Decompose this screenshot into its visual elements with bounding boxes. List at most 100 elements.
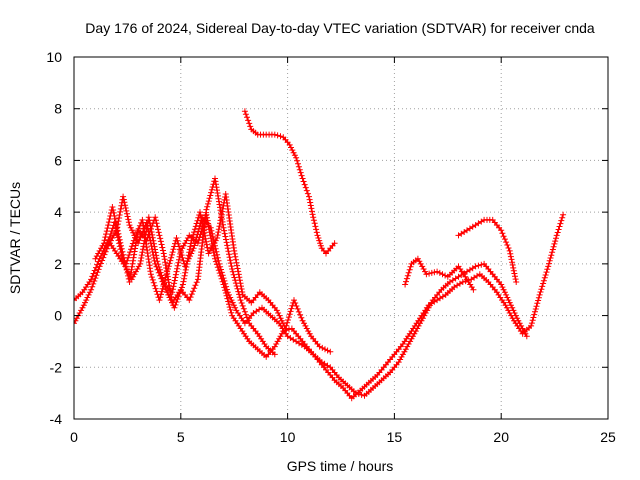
series-4-point-170 <box>231 247 238 254</box>
series-1-point-340 <box>553 232 560 239</box>
series-1-point-158 <box>225 298 232 305</box>
series-4-point-127 <box>203 241 210 248</box>
y-tick-label-4: 4 <box>54 204 62 220</box>
series-5-point-63 <box>331 240 338 247</box>
series-7-point-25 <box>507 253 514 260</box>
series-2-point-298 <box>515 317 522 324</box>
series-7-point-32 <box>512 273 518 280</box>
series-1-point-39 <box>116 212 123 218</box>
series-3-point-83 <box>160 247 166 254</box>
series-1-point-159 <box>226 301 232 308</box>
series-2-point-150 <box>223 283 230 290</box>
series-3-point-184 <box>230 271 237 278</box>
series-2-point-299 <box>516 320 523 327</box>
series-1-point-9 <box>83 297 90 304</box>
series-4-point-62 <box>152 246 158 253</box>
series-4-point-79 <box>166 294 173 301</box>
series-2-point-293 <box>509 304 516 311</box>
series-4-point-205 <box>278 317 285 324</box>
series-4-point-128 <box>204 244 211 251</box>
series-1-point-339 <box>553 235 559 242</box>
series-3-point-112 <box>188 291 195 298</box>
series-2-point-294 <box>510 307 517 314</box>
series-5-point-0 <box>241 108 248 115</box>
series-4-point-77 <box>164 289 171 296</box>
series-6-point-19 <box>431 269 438 276</box>
series-1-point-293 <box>502 302 509 309</box>
series-2-point-292 <box>508 302 514 309</box>
series-4-point-27 <box>126 271 133 278</box>
series-4-point-203 <box>276 312 283 319</box>
series-4-point-59 <box>150 237 157 244</box>
series-3-point-170 <box>221 230 228 237</box>
series-4-point-237 <box>322 346 328 353</box>
series-2-point-157 <box>230 302 237 309</box>
series-3-point-195 <box>239 302 246 309</box>
series-1-point-189 <box>277 333 284 340</box>
series-3-point-13 <box>105 219 112 226</box>
chart-title: Day 176 of 2024, Sidereal Day-to-day VTE… <box>85 20 595 36</box>
x-tick-label-4: 20 <box>493 429 509 445</box>
series-4-point-235 <box>316 343 323 350</box>
series-3-point-197 <box>241 308 248 315</box>
series-7-point-27 <box>509 259 516 266</box>
series-2-point-122 <box>196 225 203 232</box>
series-5-point-52 <box>314 232 321 239</box>
series-2-point-130 <box>207 224 214 231</box>
series-5-point-41 <box>307 199 314 206</box>
series-5-point-37 <box>303 187 310 194</box>
series-2-point-249 <box>419 315 426 322</box>
series-5-point-4 <box>246 120 253 127</box>
series-4-point-98 <box>183 261 190 267</box>
series-1-point-319 <box>536 291 543 298</box>
series-3-point-110 <box>186 297 193 304</box>
series-4-point-94 <box>181 272 188 279</box>
series-1-point-47 <box>121 199 128 206</box>
series-4-point-35 <box>137 260 144 267</box>
series-2-point-102 <box>176 246 183 253</box>
series-3-point-79 <box>157 235 164 242</box>
series-1-point-324 <box>540 277 547 284</box>
series-7-point-29 <box>510 264 517 271</box>
series-3-point-176 <box>225 248 232 255</box>
series-2-point-76 <box>156 297 163 304</box>
series-4-point-29 <box>128 276 135 283</box>
series-2-point-9 <box>88 276 95 283</box>
x-tick-label-1: 5 <box>177 429 185 445</box>
series-5-point-29 <box>295 163 302 170</box>
series-1-point-329 <box>545 263 552 270</box>
series-4-point-110 <box>191 226 198 233</box>
series-4-point-122 <box>200 226 207 233</box>
series-1-point-160 <box>226 304 233 311</box>
series-3-point-169 <box>221 227 228 234</box>
series-3-point-180 <box>227 260 234 267</box>
series-2-point-253 <box>425 304 432 311</box>
series-3-point-14 <box>106 216 113 222</box>
series-3-point-1 <box>93 253 100 260</box>
series-4-point-71 <box>158 272 165 279</box>
series-2-point-118 <box>192 236 199 243</box>
series-4-point-109 <box>191 229 197 236</box>
series-5-point-45 <box>309 211 316 218</box>
series-4-point-73 <box>160 278 167 285</box>
series-1-point-333 <box>548 252 555 259</box>
series-5-point-43 <box>308 205 315 212</box>
series-2-point-304 <box>523 333 530 340</box>
series-3-point-12 <box>105 222 112 229</box>
series-1-point-54 <box>125 219 132 226</box>
series-3-point-76 <box>155 226 161 233</box>
series-7-point-22 <box>505 245 512 251</box>
series-3-point-144 <box>206 195 213 202</box>
series-4-point-105 <box>187 240 194 247</box>
series-2-point-10 <box>89 273 96 280</box>
series-4-point-140 <box>216 223 223 230</box>
series-5-point-46 <box>310 214 317 221</box>
series-2-point-71 <box>151 282 158 289</box>
series-7-point-31 <box>511 270 518 277</box>
series-2-point-302 <box>521 328 527 335</box>
series-4-point-5 <box>107 231 114 237</box>
series-4-point-74 <box>161 281 168 287</box>
series-6-point-0 <box>402 281 409 288</box>
series-4-point-66 <box>154 258 161 265</box>
series-1-point-332 <box>547 255 554 261</box>
